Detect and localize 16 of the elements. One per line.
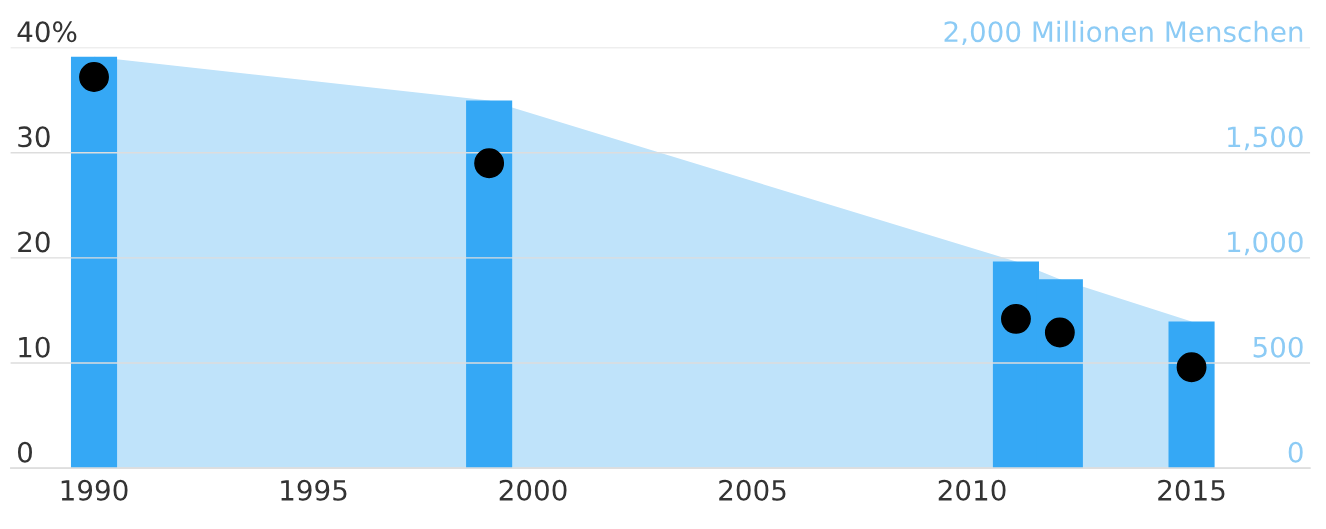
y2-tick-label: 500 xyxy=(1253,336,1303,358)
x-tick-label: 1995 xyxy=(281,479,347,501)
x-tick-label: 2010 xyxy=(938,479,1006,501)
y2-tick-label: 0 xyxy=(1288,441,1303,463)
y2-tick-label: 2,000 Millionen Menschen xyxy=(944,20,1303,46)
y-tick-label: 30 xyxy=(18,126,50,148)
y-tick-label: 40% xyxy=(17,21,77,43)
y-tick-label: 20 xyxy=(18,231,50,253)
y2-tick-label: 1,500 xyxy=(1228,126,1303,151)
x-tick-label: 1990 xyxy=(61,479,128,501)
y2-tick-label: 1,000 xyxy=(1228,231,1303,256)
y-tick-label: 0 xyxy=(18,441,32,463)
x-tick-label: 2005 xyxy=(719,479,786,501)
x-tick-label: 2000 xyxy=(499,479,567,501)
y-tick-label: 10 xyxy=(19,336,50,358)
x-tick-label: 2015 xyxy=(1158,479,1225,501)
